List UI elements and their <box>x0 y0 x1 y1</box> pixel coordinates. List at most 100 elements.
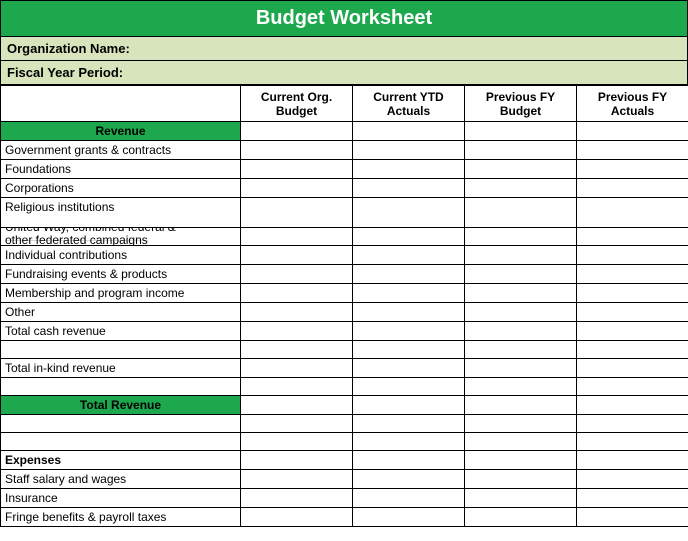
row-other: Other <box>1 303 688 322</box>
cell[interactable] <box>241 303 353 322</box>
cell[interactable] <box>241 122 353 141</box>
cell[interactable] <box>465 451 577 470</box>
expenses-label: Expenses <box>1 451 241 470</box>
cell[interactable] <box>465 122 577 141</box>
cell[interactable] <box>241 396 353 415</box>
cell[interactable] <box>465 160 577 179</box>
cell[interactable] <box>465 303 577 322</box>
cell[interactable] <box>241 265 353 284</box>
cell[interactable] <box>465 396 577 415</box>
cell[interactable] <box>577 508 688 527</box>
cell[interactable] <box>577 228 688 246</box>
cell[interactable] <box>241 160 353 179</box>
cell[interactable] <box>241 415 353 433</box>
cell[interactable] <box>577 451 688 470</box>
cell[interactable] <box>353 415 465 433</box>
cell[interactable] <box>465 359 577 378</box>
cell[interactable] <box>465 284 577 303</box>
cell[interactable] <box>577 470 688 489</box>
cell[interactable] <box>353 246 465 265</box>
cell[interactable] <box>465 508 577 527</box>
cell[interactable] <box>577 246 688 265</box>
cell[interactable] <box>241 228 353 246</box>
cell[interactable] <box>465 141 577 160</box>
cell[interactable] <box>577 489 688 508</box>
cell[interactable] <box>465 433 577 451</box>
cell[interactable] <box>577 303 688 322</box>
cell[interactable] <box>241 359 353 378</box>
cell[interactable] <box>1 433 241 451</box>
cell[interactable] <box>353 489 465 508</box>
row-corporations: Corporations <box>1 179 688 198</box>
cell[interactable] <box>577 179 688 198</box>
cell[interactable] <box>353 179 465 198</box>
cell[interactable] <box>241 179 353 198</box>
cell[interactable] <box>577 341 688 359</box>
cell[interactable] <box>241 470 353 489</box>
cell[interactable] <box>1 415 241 433</box>
cell[interactable] <box>353 378 465 396</box>
cell[interactable] <box>465 322 577 341</box>
cell[interactable] <box>1 378 241 396</box>
cell[interactable] <box>353 303 465 322</box>
cell[interactable] <box>577 396 688 415</box>
cell[interactable] <box>353 433 465 451</box>
cell[interactable] <box>241 141 353 160</box>
cell[interactable] <box>465 489 577 508</box>
cell[interactable] <box>465 198 577 228</box>
cell[interactable] <box>353 508 465 527</box>
cell[interactable] <box>241 489 353 508</box>
row-label: Membership and program income <box>1 284 241 303</box>
header-current-budget: Current Org. Budget <box>241 86 353 122</box>
cell[interactable] <box>577 265 688 284</box>
cell[interactable] <box>465 341 577 359</box>
row-label: Insurance <box>1 489 241 508</box>
cell[interactable] <box>353 160 465 179</box>
row-staff-salary: Staff salary and wages <box>1 470 688 489</box>
cell[interactable] <box>353 265 465 284</box>
cell[interactable] <box>577 415 688 433</box>
cell[interactable] <box>353 359 465 378</box>
cell[interactable] <box>577 284 688 303</box>
cell[interactable] <box>241 341 353 359</box>
cell[interactable] <box>241 198 353 228</box>
cell[interactable] <box>353 470 465 489</box>
cell[interactable] <box>353 122 465 141</box>
cell[interactable] <box>241 246 353 265</box>
cell[interactable] <box>353 341 465 359</box>
cell[interactable] <box>1 341 241 359</box>
row-individual: Individual contributions <box>1 246 688 265</box>
cell[interactable] <box>241 451 353 470</box>
cell[interactable] <box>465 179 577 198</box>
cell[interactable] <box>577 141 688 160</box>
cell[interactable] <box>465 246 577 265</box>
cell[interactable] <box>353 322 465 341</box>
cell[interactable] <box>577 378 688 396</box>
header-prev-actuals: Previous FY Actuals <box>577 86 688 122</box>
cell[interactable] <box>465 415 577 433</box>
cell[interactable] <box>465 378 577 396</box>
cell[interactable] <box>241 322 353 341</box>
worksheet-title: Budget Worksheet <box>0 0 688 37</box>
cell[interactable] <box>577 359 688 378</box>
row-gov-grants: Government grants & contracts <box>1 141 688 160</box>
cell[interactable] <box>465 265 577 284</box>
cell[interactable] <box>353 451 465 470</box>
cell[interactable] <box>241 284 353 303</box>
cell[interactable] <box>465 470 577 489</box>
cell[interactable] <box>353 396 465 415</box>
row-blank-2 <box>1 378 688 396</box>
cell[interactable] <box>465 228 577 246</box>
cell[interactable] <box>577 433 688 451</box>
cell[interactable] <box>577 160 688 179</box>
cell[interactable] <box>353 228 465 246</box>
cell[interactable] <box>353 141 465 160</box>
cell[interactable] <box>353 198 465 228</box>
cell[interactable] <box>577 122 688 141</box>
cell[interactable] <box>577 198 688 228</box>
cell[interactable] <box>241 508 353 527</box>
cell[interactable] <box>353 284 465 303</box>
cell[interactable] <box>241 433 353 451</box>
cell[interactable] <box>241 378 353 396</box>
cell[interactable] <box>577 322 688 341</box>
